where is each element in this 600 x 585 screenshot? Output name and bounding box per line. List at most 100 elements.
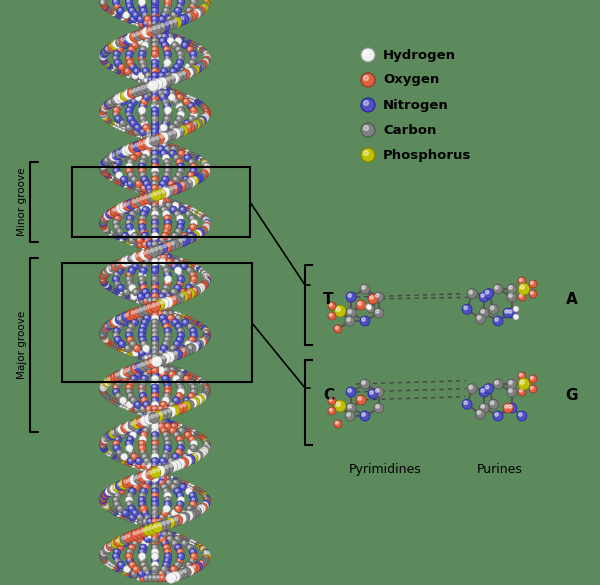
Circle shape	[192, 375, 197, 380]
Circle shape	[100, 271, 109, 279]
Circle shape	[202, 335, 209, 342]
Circle shape	[200, 490, 205, 495]
Circle shape	[328, 302, 336, 310]
Circle shape	[143, 43, 145, 46]
Circle shape	[101, 224, 107, 230]
Circle shape	[125, 553, 133, 560]
Circle shape	[334, 420, 342, 428]
Circle shape	[152, 304, 155, 307]
Circle shape	[158, 532, 160, 535]
Circle shape	[139, 393, 146, 400]
Circle shape	[190, 231, 200, 240]
Circle shape	[153, 390, 155, 392]
Circle shape	[130, 375, 137, 383]
Circle shape	[163, 128, 171, 136]
Circle shape	[127, 531, 137, 542]
Circle shape	[160, 537, 163, 539]
Circle shape	[100, 382, 108, 390]
Circle shape	[158, 16, 166, 23]
Circle shape	[155, 303, 157, 305]
Circle shape	[190, 65, 199, 75]
Circle shape	[109, 9, 114, 15]
Circle shape	[136, 576, 142, 580]
Circle shape	[170, 571, 181, 582]
Circle shape	[128, 449, 135, 456]
Circle shape	[151, 397, 159, 404]
Circle shape	[174, 7, 182, 15]
Circle shape	[108, 64, 113, 70]
Circle shape	[133, 483, 140, 491]
Circle shape	[192, 555, 194, 556]
Circle shape	[139, 475, 146, 482]
Circle shape	[153, 281, 155, 284]
Circle shape	[160, 297, 167, 305]
Circle shape	[110, 542, 113, 545]
Circle shape	[199, 63, 202, 66]
Circle shape	[175, 240, 178, 243]
Circle shape	[109, 267, 111, 269]
Circle shape	[141, 363, 144, 366]
Circle shape	[184, 566, 194, 576]
Circle shape	[144, 16, 152, 23]
Circle shape	[156, 472, 158, 474]
Circle shape	[118, 47, 120, 50]
Circle shape	[101, 497, 103, 499]
Circle shape	[161, 142, 169, 149]
Circle shape	[518, 283, 530, 295]
Circle shape	[202, 161, 208, 167]
Circle shape	[134, 147, 137, 149]
Circle shape	[530, 387, 533, 389]
Circle shape	[108, 230, 113, 236]
Circle shape	[101, 279, 103, 281]
Circle shape	[464, 401, 467, 405]
Circle shape	[184, 481, 189, 487]
Circle shape	[181, 263, 188, 270]
Circle shape	[161, 299, 164, 301]
Circle shape	[140, 63, 148, 71]
Circle shape	[125, 369, 128, 372]
Circle shape	[166, 129, 177, 140]
Circle shape	[152, 81, 160, 88]
Circle shape	[101, 111, 103, 113]
Circle shape	[151, 535, 159, 543]
Circle shape	[138, 111, 146, 118]
Circle shape	[165, 570, 173, 577]
Circle shape	[163, 86, 168, 91]
Circle shape	[187, 323, 194, 331]
Circle shape	[161, 539, 169, 547]
Circle shape	[176, 47, 179, 50]
Circle shape	[174, 284, 181, 291]
Circle shape	[118, 424, 128, 435]
Circle shape	[138, 419, 142, 422]
Circle shape	[158, 417, 163, 422]
Circle shape	[137, 472, 148, 483]
Circle shape	[188, 269, 190, 271]
Circle shape	[143, 234, 145, 236]
Circle shape	[171, 263, 178, 270]
Circle shape	[151, 85, 159, 92]
Circle shape	[158, 523, 161, 526]
Circle shape	[153, 503, 155, 505]
Circle shape	[172, 515, 183, 525]
Circle shape	[150, 472, 152, 474]
Circle shape	[195, 232, 197, 235]
Circle shape	[164, 163, 172, 170]
Circle shape	[203, 56, 211, 64]
Circle shape	[163, 511, 165, 513]
Circle shape	[179, 68, 186, 75]
Circle shape	[109, 432, 112, 435]
Circle shape	[203, 4, 206, 6]
Circle shape	[101, 163, 104, 166]
Circle shape	[205, 276, 207, 278]
Circle shape	[202, 381, 208, 387]
Circle shape	[134, 90, 142, 97]
Circle shape	[132, 349, 139, 356]
Circle shape	[129, 325, 131, 327]
Circle shape	[133, 574, 137, 579]
Circle shape	[141, 353, 148, 361]
Circle shape	[102, 329, 104, 331]
Circle shape	[202, 446, 209, 453]
Circle shape	[163, 198, 170, 205]
Circle shape	[114, 56, 116, 59]
Circle shape	[115, 273, 117, 275]
